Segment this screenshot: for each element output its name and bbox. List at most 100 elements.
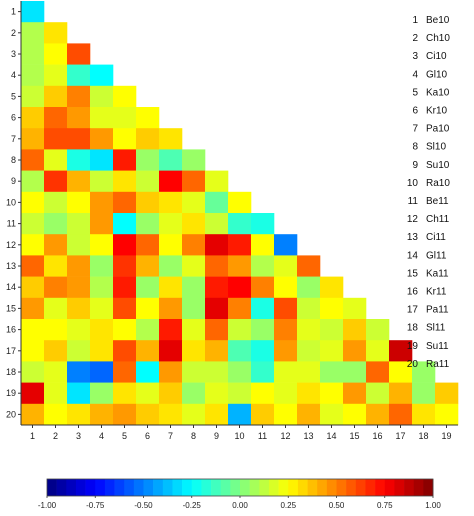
colorbar-segment (346, 479, 357, 496)
colorbar-segment (317, 479, 328, 496)
cell-r14-c11 (251, 276, 275, 299)
legend-site-name: Ra10 (426, 178, 450, 189)
cell-r14-c2 (44, 276, 68, 299)
cell-r19-c17 (389, 382, 413, 405)
cell-r15-c9 (205, 297, 229, 320)
cell-r10-c2 (44, 191, 68, 214)
colorbar-segment (413, 479, 424, 496)
cell-r17-c10 (228, 340, 252, 362)
cell-r11-c1 (21, 213, 45, 235)
column-tick-label: 1 (30, 431, 35, 441)
column-tick-label: 2 (53, 431, 58, 441)
cell-r14-c13 (297, 276, 321, 299)
row-tick-label: 1 (11, 7, 16, 17)
cell-r20-c18 (412, 403, 436, 426)
cell-r8-c4 (90, 149, 114, 171)
cell-r20-c17 (389, 403, 413, 426)
cell-r12-c1 (21, 234, 45, 256)
cell-r20-c3 (67, 403, 91, 426)
row-tick-label: 16 (6, 325, 16, 335)
colorbar-segment (162, 479, 173, 496)
cell-r19-c9 (205, 382, 229, 405)
cell-r19-c1 (21, 382, 45, 405)
cell-r16-c1 (21, 319, 45, 341)
cell-r14-c12 (274, 276, 298, 299)
cell-r19-c13 (297, 382, 321, 405)
legend-site-name: Pa11 (426, 305, 449, 316)
cell-r13-c9 (205, 255, 229, 277)
cell-r1-c1 (21, 1, 45, 23)
cell-r8-c8 (182, 149, 206, 171)
cell-r18-c1 (21, 361, 45, 383)
colorbar-segment (365, 479, 376, 496)
cell-r18-c17 (389, 361, 413, 383)
cell-r15-c13 (297, 297, 321, 320)
cell-r8-c5 (113, 149, 137, 171)
cell-r18-c2 (44, 361, 68, 383)
cell-r10-c8 (182, 191, 206, 214)
row-tick-label: 20 (6, 409, 16, 419)
column-tick-label: 5 (122, 431, 127, 441)
cell-r18-c16 (366, 361, 390, 383)
cell-r17-c17 (389, 340, 413, 362)
colorbar-segment (182, 479, 193, 496)
colorbar-tick-label: -0.75 (86, 501, 105, 510)
cell-r16-c11 (251, 319, 275, 341)
cell-r14-c1 (21, 276, 45, 299)
colorbar-segment (268, 479, 279, 496)
column-tick-label: 4 (99, 431, 104, 441)
cell-r4-c2 (44, 64, 68, 87)
colorbar-segment (75, 479, 86, 496)
colorbar-tick-label: 1.00 (425, 501, 441, 510)
cell-r20-c13 (297, 403, 321, 426)
cell-r17-c9 (205, 340, 229, 362)
cell-r18-c7 (159, 361, 183, 383)
legend-number: 17 (407, 305, 419, 316)
row-tick-label: 12 (6, 240, 16, 250)
legend-site-name: Su10 (426, 160, 450, 171)
legend-site-name: Gl10 (426, 69, 448, 80)
legend-number: 18 (407, 323, 419, 334)
colorbar-segment (288, 479, 299, 496)
site-legend: 1 Be10 2 Ch10 3 Ci10 4 Gl10 5 Ka10 6 Kr10 7 Pa10 8 Sl10… (407, 15, 450, 370)
colorbar: -1.00 -0.75 -0.50 -0.25 0.00 0.25 0.50 0.75 1.00 (38, 478, 441, 510)
cell-r5-c3 (67, 85, 91, 108)
cell-r17-c6 (136, 340, 160, 362)
cell-r10-c9 (205, 191, 229, 214)
cell-r19-c14 (320, 382, 344, 405)
cell-r17-c5 (113, 340, 137, 362)
cell-r20-c7 (159, 403, 183, 426)
colorbar-tick-label: 0.25 (280, 501, 296, 510)
colorbar-segment (124, 479, 135, 496)
colorbar-tick-label: -0.50 (134, 501, 153, 510)
cell-r18-c12 (274, 361, 298, 383)
cell-r20-c14 (320, 403, 344, 426)
cell-r17-c2 (44, 340, 68, 362)
legend-number: 3 (412, 51, 418, 62)
cell-r9-c3 (67, 170, 91, 193)
legend-site-name: Sl11 (426, 323, 446, 334)
colorbar-segment (259, 479, 270, 496)
colorbar-segment (133, 479, 144, 496)
colorbar-segment (307, 479, 318, 496)
cell-r12-c2 (44, 234, 68, 256)
cell-r19-c12 (274, 382, 298, 405)
column-tick-label: 17 (395, 431, 405, 441)
row-tick-label: 15 (6, 303, 16, 313)
cell-r8-c3 (67, 149, 91, 171)
cell-r16-c9 (205, 319, 229, 341)
cell-r16-c7 (159, 319, 183, 341)
row-tick-label: 9 (11, 176, 16, 186)
cell-r5-c4 (90, 85, 114, 108)
cell-r16-c6 (136, 319, 160, 341)
cell-r8-c1 (21, 149, 45, 171)
cell-r20-c12 (274, 403, 298, 426)
cell-r13-c8 (182, 255, 206, 277)
cell-r20-c10 (228, 403, 252, 426)
legend-number: 14 (407, 250, 419, 261)
cell-r11-c3 (67, 213, 91, 235)
cell-r11-c6 (136, 213, 160, 235)
cell-r4-c1 (21, 64, 45, 87)
cell-r18-c4 (90, 361, 114, 383)
cell-r13-c1 (21, 255, 45, 277)
